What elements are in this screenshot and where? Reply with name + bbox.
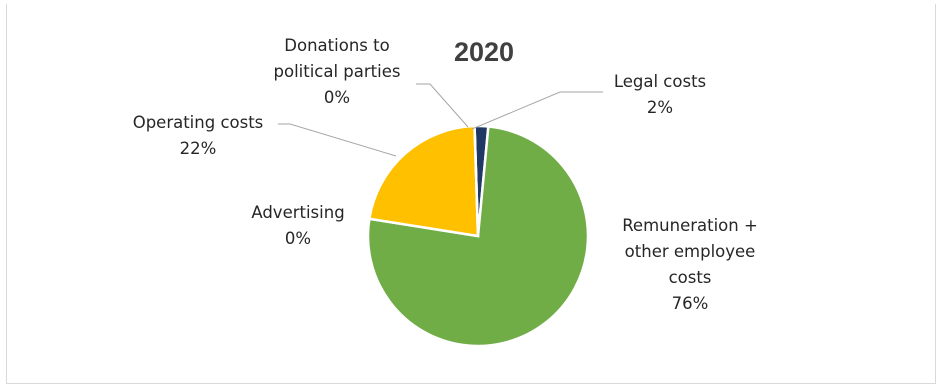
chart-title: 2020 (454, 37, 514, 67)
slice-label-line: other employee (625, 242, 756, 261)
chart-frame (6, 4, 936, 384)
leader-line-0 (471, 91, 603, 130)
slice-label-line: Advertising (251, 203, 344, 222)
slice-label-2: Advertising 0% (251, 203, 344, 248)
leader-line-3 (278, 123, 397, 157)
slice-label-line: political parties (274, 62, 401, 81)
slice-label-4: Donations to political parties 0% (274, 36, 401, 107)
leader-lines (278, 83, 603, 157)
pie-slice-3 (367, 124, 480, 238)
slice-percent-label: 0% (285, 229, 311, 248)
slice-percent-label: 0% (324, 88, 350, 107)
slice-label-0: Legal costs 2% (614, 72, 706, 117)
pie-slices (366, 124, 590, 348)
slice-label-3: Operating costs 22% (133, 113, 264, 158)
slice-percent-label: 76% (672, 294, 709, 313)
slice-labels: Legal costs 2% Remuneration + other employe… (133, 36, 758, 313)
slice-label-line: Operating costs (133, 113, 264, 132)
slice-label-1: Remuneration + other employee costs 76% (622, 216, 758, 313)
leader-line-4 (416, 83, 469, 128)
slice-label-line: Remuneration + (622, 216, 758, 235)
slice-label-line: Donations to (284, 36, 389, 55)
slice-label-line: Legal costs (614, 72, 706, 91)
slice-percent-label: 2% (647, 98, 673, 117)
slice-label-line: costs (669, 268, 712, 287)
slice-percent-label: 22% (180, 139, 217, 158)
pie-slice-4 (473, 126, 480, 237)
